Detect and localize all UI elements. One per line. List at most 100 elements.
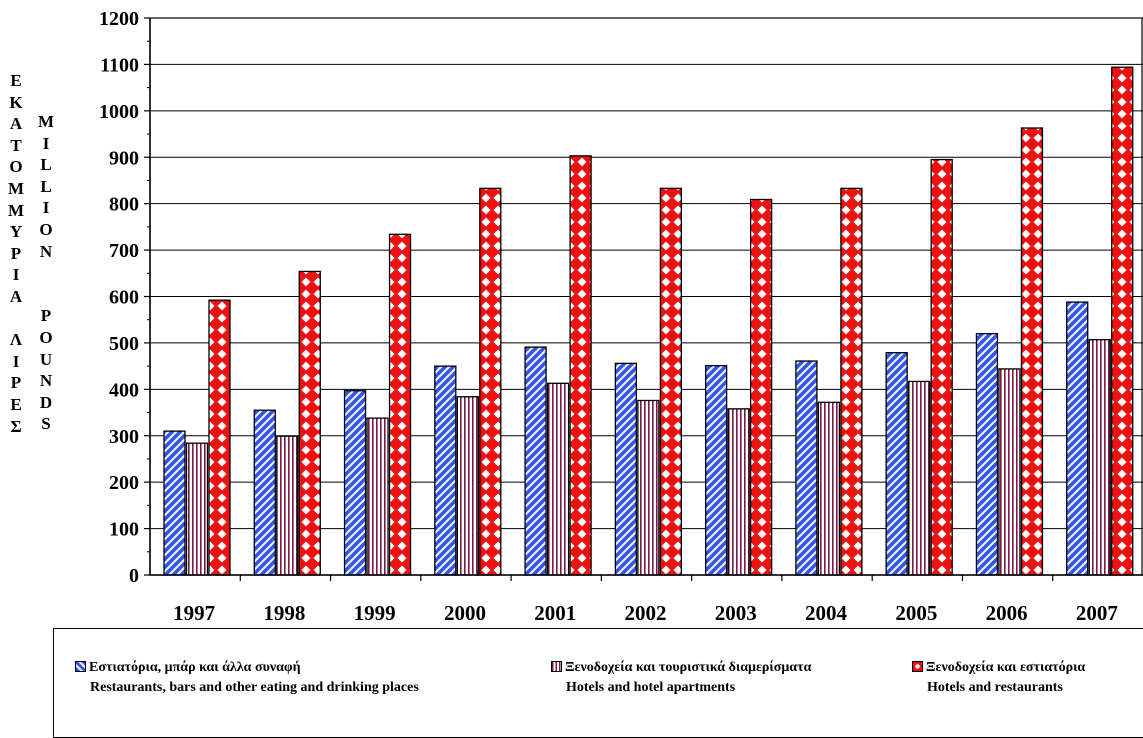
y-tick-label: 0 xyxy=(129,565,139,587)
bar-hotels-apartments xyxy=(276,435,299,576)
legend-label-gr: Ξενοδοχεία και τουριστικά διαμερίσματα xyxy=(565,660,812,675)
bar-hotels-apartments xyxy=(908,380,931,576)
bar-hotels-restaurants xyxy=(659,187,683,576)
bars xyxy=(163,66,1134,576)
x-tick-label: 1999 xyxy=(354,601,396,625)
y-label-en-letter: M xyxy=(37,112,55,131)
y-label-gr-letter: Ι xyxy=(12,351,20,371)
bar-hotels-restaurants xyxy=(840,187,863,576)
y-label-gr-letter: Ε xyxy=(10,394,22,414)
legend-swatch-restaurants xyxy=(75,661,86,672)
legend-label-en: Restaurants, bars and other eating and d… xyxy=(90,680,419,695)
y-label-en-letter: N xyxy=(39,371,53,391)
y-label-en-letter: I xyxy=(42,133,50,153)
y-tick-label: 700 xyxy=(109,240,139,262)
bar-hotels-restaurants xyxy=(749,198,773,576)
legend-item-restaurants: Εστιατόρια, μπάρ και άλλα συναφή Restaur… xyxy=(75,658,419,698)
x-tick-label: 2003 xyxy=(715,601,757,625)
x-tick-label: 2001 xyxy=(534,601,576,625)
bar-hotels-apartments xyxy=(366,417,389,576)
x-tick-label: 2007 xyxy=(1076,601,1118,625)
y-label-gr-letter: Ο xyxy=(9,157,23,177)
bar-hotels-restaurants xyxy=(1020,127,1044,576)
y-tick-label: 1000 xyxy=(99,101,139,123)
y-tick-label: 300 xyxy=(109,426,139,448)
bar-hotels-restaurants xyxy=(479,187,502,576)
y-label-en-letter: S xyxy=(41,414,51,434)
y-label-en-letter xyxy=(36,284,56,306)
y-label-gr-letter: Τ xyxy=(10,135,22,155)
legend-label-gr: Ξενοδοχεία και εστιατόρια xyxy=(926,660,1086,675)
bar-hotels-apartments xyxy=(185,442,209,576)
x-tick-label: 1998 xyxy=(263,601,305,625)
y-label-gr-letter: Μ xyxy=(7,200,25,220)
y-label-gr-letter: Α xyxy=(9,286,23,306)
legend-label-gr: Εστιατόρια, μπάρ και άλλα συναφή xyxy=(89,660,301,675)
x-tick-label: 2002 xyxy=(625,601,667,625)
bar-restaurants xyxy=(704,365,728,576)
y-tick-label: 900 xyxy=(109,147,139,169)
bar-hotels-restaurants xyxy=(388,233,412,576)
y-label-gr-letter: Ι xyxy=(12,265,20,285)
axes xyxy=(144,17,1143,581)
bar-hotels-apartments xyxy=(637,399,660,576)
legend: Εστιατόρια, μπάρ και άλλα συναφή Restaur… xyxy=(53,628,1143,738)
bar-hotels-apartments xyxy=(1088,339,1111,576)
y-label-en-letter: I xyxy=(42,198,50,218)
legend-label-en: Hotels and hotel apartments xyxy=(566,680,736,695)
bar-restaurants xyxy=(253,409,276,576)
y-label-en-letter: O xyxy=(39,219,53,239)
bar-restaurants xyxy=(163,430,186,576)
legend-item-hotels-apartments: Ξενοδοχεία και τουριστικά διαμερίσματα H… xyxy=(551,658,811,698)
bar-hotels-restaurants xyxy=(1111,66,1134,576)
bar-restaurants xyxy=(795,360,818,576)
y-tick-label: 200 xyxy=(109,472,139,494)
bar-hotels-restaurants xyxy=(208,299,231,576)
legend-swatch-hotels-apartments xyxy=(551,661,562,672)
y-label-gr-letter: Μ xyxy=(7,178,25,198)
x-tick-label: 2005 xyxy=(895,601,937,625)
x-tick-label: 2004 xyxy=(805,601,848,625)
y-label-en-letter: L xyxy=(40,176,52,196)
bar-hotels-apartments xyxy=(817,401,841,576)
tick-labels: 0 100 200 300 400 500 600 700 800 900 1000 1100 1200… xyxy=(99,8,1118,625)
bar-chart: 0 100 200 300 400 500 600 700 800 900 1000 1100 1200… xyxy=(99,8,1143,625)
bar-restaurants xyxy=(975,332,999,576)
y-tick-label: 1100 xyxy=(100,54,139,76)
bar-hotels-apartments xyxy=(456,396,479,576)
y-tick-label: 800 xyxy=(109,194,139,216)
y-label-en-letter: U xyxy=(39,349,53,369)
bar-restaurants xyxy=(524,346,547,576)
y-tick-label: 400 xyxy=(109,379,139,401)
y-label-gr-letter: Ρ xyxy=(10,243,22,263)
legend-swatch-hotels-restaurants xyxy=(912,661,923,672)
y-label-gr-letter: Κ xyxy=(9,92,23,112)
y-label-en-letter: D xyxy=(39,392,53,412)
x-tick-label: 2000 xyxy=(444,601,486,625)
y-label-gr-letter: Σ xyxy=(10,416,22,436)
y-label-en-letter: L xyxy=(40,155,52,175)
y-label-gr-letter: Λ xyxy=(9,330,23,350)
y-label-gr-letter: Ρ xyxy=(10,373,22,393)
bar-restaurants xyxy=(885,352,908,576)
bar-hotels-restaurants xyxy=(569,155,592,576)
x-tick-label: 2006 xyxy=(986,601,1028,625)
y-label-en-letter: O xyxy=(39,327,53,347)
bar-hotels-apartments xyxy=(727,408,750,576)
y-label-en-letter: P xyxy=(40,306,52,326)
y-label-gr-letter: Υ xyxy=(9,222,23,242)
x-tick-label: 1997 xyxy=(173,601,215,625)
bar-hotels-restaurants xyxy=(298,270,321,576)
bar-hotels-apartments xyxy=(546,382,570,576)
bar-hotels-apartments xyxy=(998,368,1021,576)
bar-restaurants xyxy=(343,390,367,576)
y-tick-label: 500 xyxy=(109,333,139,355)
y-label-gr-letter: Ε xyxy=(10,71,22,90)
y-label-en-letter xyxy=(36,262,56,284)
y-label-gr-letter: Α xyxy=(9,114,23,134)
bar-restaurants xyxy=(1066,301,1089,576)
y-label-en-letter: N xyxy=(39,241,53,261)
y-label-gr-letter xyxy=(6,308,26,330)
